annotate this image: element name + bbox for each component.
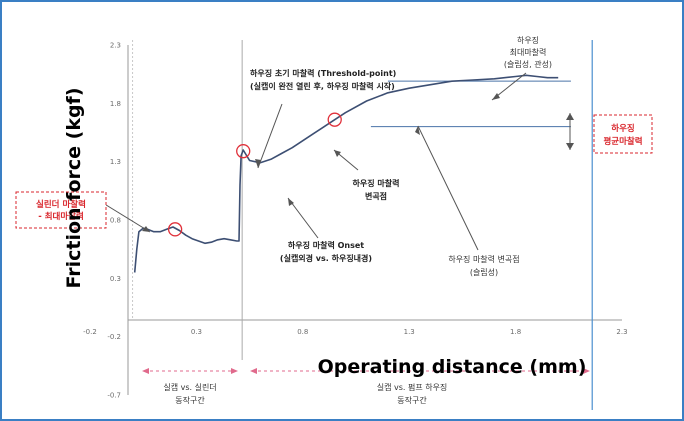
cyl-label-line1: 실린더 마찰력 [36,199,86,210]
arrow-threshold [257,103,283,169]
onset-label-line2: (실캡외경 vs. 하우징내경) [280,253,372,263]
section-arrow-heads [142,368,590,374]
avg-callout-box [593,114,653,154]
section2-label-line2: 동작구간 [397,395,427,405]
arrow-head-onset [288,198,294,206]
y-tick-label: -0.2 [107,333,121,341]
inflection2-label-line2: (슬립성) [470,267,498,277]
marker-circle [236,144,251,159]
section1-head-left [142,368,149,374]
section1-label-line2: 동작구간 [175,395,205,405]
x-tick-label: -0.2 [83,328,97,336]
arrow-head-inflection2 [415,126,420,135]
y-tick-label: 1.3 [110,158,121,166]
marker-circles [167,112,342,237]
y-tick-label: 0.3 [110,275,121,283]
x-tick-label: 0.8 [297,328,308,336]
marker-circle [167,222,183,237]
cyl-callout-box [15,191,107,229]
threshold-label-line1: 하우징 초기 마찰력 (Threshold-point) [250,68,396,78]
y-tick-labels: 2.3 1.8 1.3 0.8 0.3 -0.2 -0.7 [107,42,121,400]
arrow-head-cyl [142,226,150,232]
arrow-head-avg-top [566,113,574,120]
avg-label-line2: 평균마찰력 [603,136,642,147]
x-tick-label: 1.3 [404,328,415,336]
section2-label-line1: 실캡 vs. 펌프 하우징 [377,382,448,392]
section1-label-line1: 실캡 vs. 실린더 [163,382,216,392]
inflection2-label-line1: 하우징 마찰력 변곡점 [448,254,519,264]
y-axis-label: Friction force (kgf) [63,87,85,288]
y-tick-label: 1.8 [110,100,121,108]
arrow-head-inflection [334,150,341,157]
arrow-inflection2 [417,125,479,251]
avg-label-line1: 하우징 [611,123,634,134]
x-tick-label: 0.3 [191,328,202,336]
x-tick-label: 2.3 [616,328,627,336]
arrow-cyl [97,199,151,233]
cyl-label-line2: - 최대마찰력 [38,211,84,222]
section2-head-left [250,368,257,374]
section2-head-right [583,368,590,374]
inflection-label-line2: 변곡점 [365,191,387,201]
max-label-line2: 최대마찰력 [510,47,547,57]
x-tick-label: 1.8 [510,328,521,336]
arrow-head-threshold [255,159,261,168]
x-axis-label: Operating distance (mm) [318,356,587,378]
arrow-heads [142,93,574,232]
onset-label-line1: 하우징 마찰력 Onset [288,240,364,250]
threshold-label-line2: (실캡이 완전 열린 후, 하우징 마찰력 시작) [250,81,395,91]
y-tick-label: 0.8 [110,217,121,225]
marker-circle [327,112,342,127]
inflection-label-line1: 하우징 마찰력 [353,178,400,188]
y-tick-label: 2.3 [110,42,121,50]
max-label-line3: (슬립성, 관성) [504,59,552,69]
arrow-head-max [492,93,500,100]
section1-head-right [231,368,238,374]
reference-lines [132,40,593,410]
y-tick-label: -0.7 [107,392,121,400]
max-label-line1: 하우징 [517,35,539,45]
annotation-arrows [97,72,571,251]
arrow-head-avg-bottom [566,143,574,150]
x-tick-labels: -0.2 0.3 0.8 1.3 1.8 2.3 [83,328,627,336]
arrow-onset [287,197,319,239]
